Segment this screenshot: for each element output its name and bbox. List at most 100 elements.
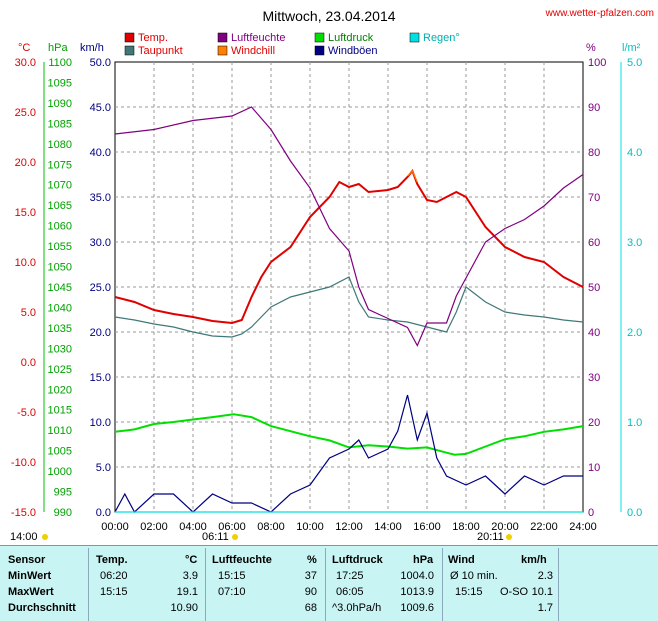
x-tick-label: 04:00 xyxy=(179,521,207,533)
x-tick-label: 20:00 xyxy=(491,521,519,533)
pressure-tick-label: 1030 xyxy=(48,343,72,355)
legend-swatch-humidity xyxy=(217,32,228,43)
wind-tick-label: 25.0 xyxy=(90,282,111,294)
pressure-tick-label: 1045 xyxy=(48,282,72,294)
wind-tick-label: 30.0 xyxy=(90,237,111,249)
summary-table: Sensor Temp. °C Luftfeuchte % Luftdruck … xyxy=(0,545,658,621)
row-min-pres-time: 17:25 xyxy=(336,570,364,582)
unit-percent: % xyxy=(586,42,596,54)
pressure-tick-label: 1090 xyxy=(48,98,72,110)
row-max-pres-val: 1013.9 xyxy=(400,586,434,598)
x-tick-label: 22:00 xyxy=(530,521,558,533)
x-tick-label: 18:00 xyxy=(452,521,480,533)
pressure-tick-label: 995 xyxy=(54,487,72,499)
chart-title: Mittwoch, 23.04.2014 xyxy=(262,8,395,24)
wind-tick-label: 50.0 xyxy=(90,57,111,69)
row-avg-temp-val: 10.90 xyxy=(170,602,198,614)
unit-kmh: km/h xyxy=(80,42,104,54)
row-min-hum-time: 15:15 xyxy=(218,570,246,582)
wind-tick-label: 40.0 xyxy=(90,147,111,159)
temp-tick-label: -10.0 xyxy=(11,457,36,469)
temp-tick-label: 20.0 xyxy=(15,157,36,169)
row-max-temp-time: 15:15 xyxy=(100,586,128,598)
temp-tick-label: -15.0 xyxy=(11,507,36,519)
x-tick-label: 16:00 xyxy=(413,521,441,533)
row-max-temp-val: 19.1 xyxy=(176,586,198,598)
wind-tick-label: 0.0 xyxy=(96,507,111,519)
series-line-4 xyxy=(407,169,418,183)
row-avg-pres-trend: ^3.0hPa/h xyxy=(332,602,382,614)
pressure-tick-label: 1025 xyxy=(48,364,72,376)
humidity-tick-label: 100 xyxy=(588,57,606,69)
sun-icon xyxy=(42,534,48,540)
row-avg-wind-val: 1.7 xyxy=(537,602,553,614)
row-max-wind-dir: O-SO xyxy=(500,586,529,598)
humidity-tick-label: 20 xyxy=(588,417,600,429)
row-avg-pres-val: 1009.6 xyxy=(400,602,434,614)
series-line-1 xyxy=(114,276,584,338)
header-wind-unit: km/h xyxy=(521,554,547,566)
legend-label-rain: Regen° xyxy=(423,32,460,44)
sunset-icon xyxy=(506,534,512,540)
left-axes: 30.0 25.0 20.0 15.0 10.0 5.0 0.0 -5.0 -10.0 -15.0… xyxy=(11,57,111,519)
pressure-tick-label: 1060 xyxy=(48,221,72,233)
humidity-tick-label: 60 xyxy=(588,237,600,249)
humidity-tick-label: 0 xyxy=(588,507,594,519)
x-tick-label: 08:00 xyxy=(257,521,285,533)
rain-tick-label: 1.0 xyxy=(627,417,642,429)
pressure-tick-label: 1035 xyxy=(48,323,72,335)
temp-tick-label: 15.0 xyxy=(15,207,36,219)
header-sensor: Sensor xyxy=(8,554,46,566)
pressure-tick-label: 1095 xyxy=(48,77,72,89)
humidity-tick-label: 80 xyxy=(588,147,600,159)
row-min-temp-time: 06:20 xyxy=(100,570,128,582)
wind-tick-label: 5.0 xyxy=(96,462,111,474)
x-axis: 00:00 02:00 04:00 06:00 08:00 10:00 12:00 14:00… xyxy=(101,521,597,533)
day-start-label: 14:00 xyxy=(10,531,38,543)
legend-swatch-windchill xyxy=(217,45,228,56)
series-line-0 xyxy=(114,169,584,325)
row-max-wind-val: 10.1 xyxy=(531,586,553,598)
temp-tick-label: 5.0 xyxy=(21,307,36,319)
pressure-tick-label: 1005 xyxy=(48,446,72,458)
rain-tick-label: 3.0 xyxy=(627,237,642,249)
pressure-tick-label: 1015 xyxy=(48,405,72,417)
legend-swatch-rain xyxy=(409,32,420,43)
site-url: www.wetter-pfalzen.com xyxy=(545,8,654,19)
x-tick-label: 12:00 xyxy=(335,521,363,533)
legend-label-pressure: Luftdruck xyxy=(328,32,374,44)
legend-swatch-dewpoint xyxy=(124,45,135,56)
row-min-temp-val: 3.9 xyxy=(182,570,198,582)
legend-label-windchill: Windchill xyxy=(231,45,275,57)
header-pressure-unit: hPa xyxy=(413,554,434,566)
pressure-tick-label: 1085 xyxy=(48,118,72,130)
x-tick-label: 10:00 xyxy=(296,521,324,533)
wind-tick-label: 20.0 xyxy=(90,327,111,339)
series-lines xyxy=(114,106,584,513)
rain-tick-label: 5.0 xyxy=(627,57,642,69)
humidity-tick-label: 40 xyxy=(588,327,600,339)
pressure-tick-label: 1065 xyxy=(48,200,72,212)
humidity-tick-label: 90 xyxy=(588,102,600,114)
legend-swatch-pressure xyxy=(314,32,325,43)
row-max-label: MaxWert xyxy=(8,586,54,598)
temp-tick-label: 30.0 xyxy=(15,57,36,69)
x-tick-label: 00:00 xyxy=(101,521,129,533)
row-max-hum-time: 07:10 xyxy=(218,586,246,598)
sunset-label: 20:11 xyxy=(477,531,504,543)
legend-swatch-temp xyxy=(124,32,135,43)
wind-tick-label: 15.0 xyxy=(90,372,111,384)
series-line-5 xyxy=(114,394,583,513)
row-min-label: MinWert xyxy=(8,570,52,582)
series-line-3 xyxy=(114,413,584,456)
header-humidity-unit: % xyxy=(307,554,317,566)
pressure-tick-label: 1050 xyxy=(48,262,72,274)
humidity-tick-label: 70 xyxy=(588,192,600,204)
temp-tick-label: 10.0 xyxy=(15,257,36,269)
temp-tick-label: 0.0 xyxy=(21,357,36,369)
rain-tick-label: 4.0 xyxy=(627,147,642,159)
header-pressure: Luftdruck xyxy=(332,554,383,566)
legend-label-humidity: Luftfeuchte xyxy=(231,32,285,44)
row-min-hum-val: 37 xyxy=(304,570,317,582)
rain-tick-label: 0.0 xyxy=(627,507,642,519)
